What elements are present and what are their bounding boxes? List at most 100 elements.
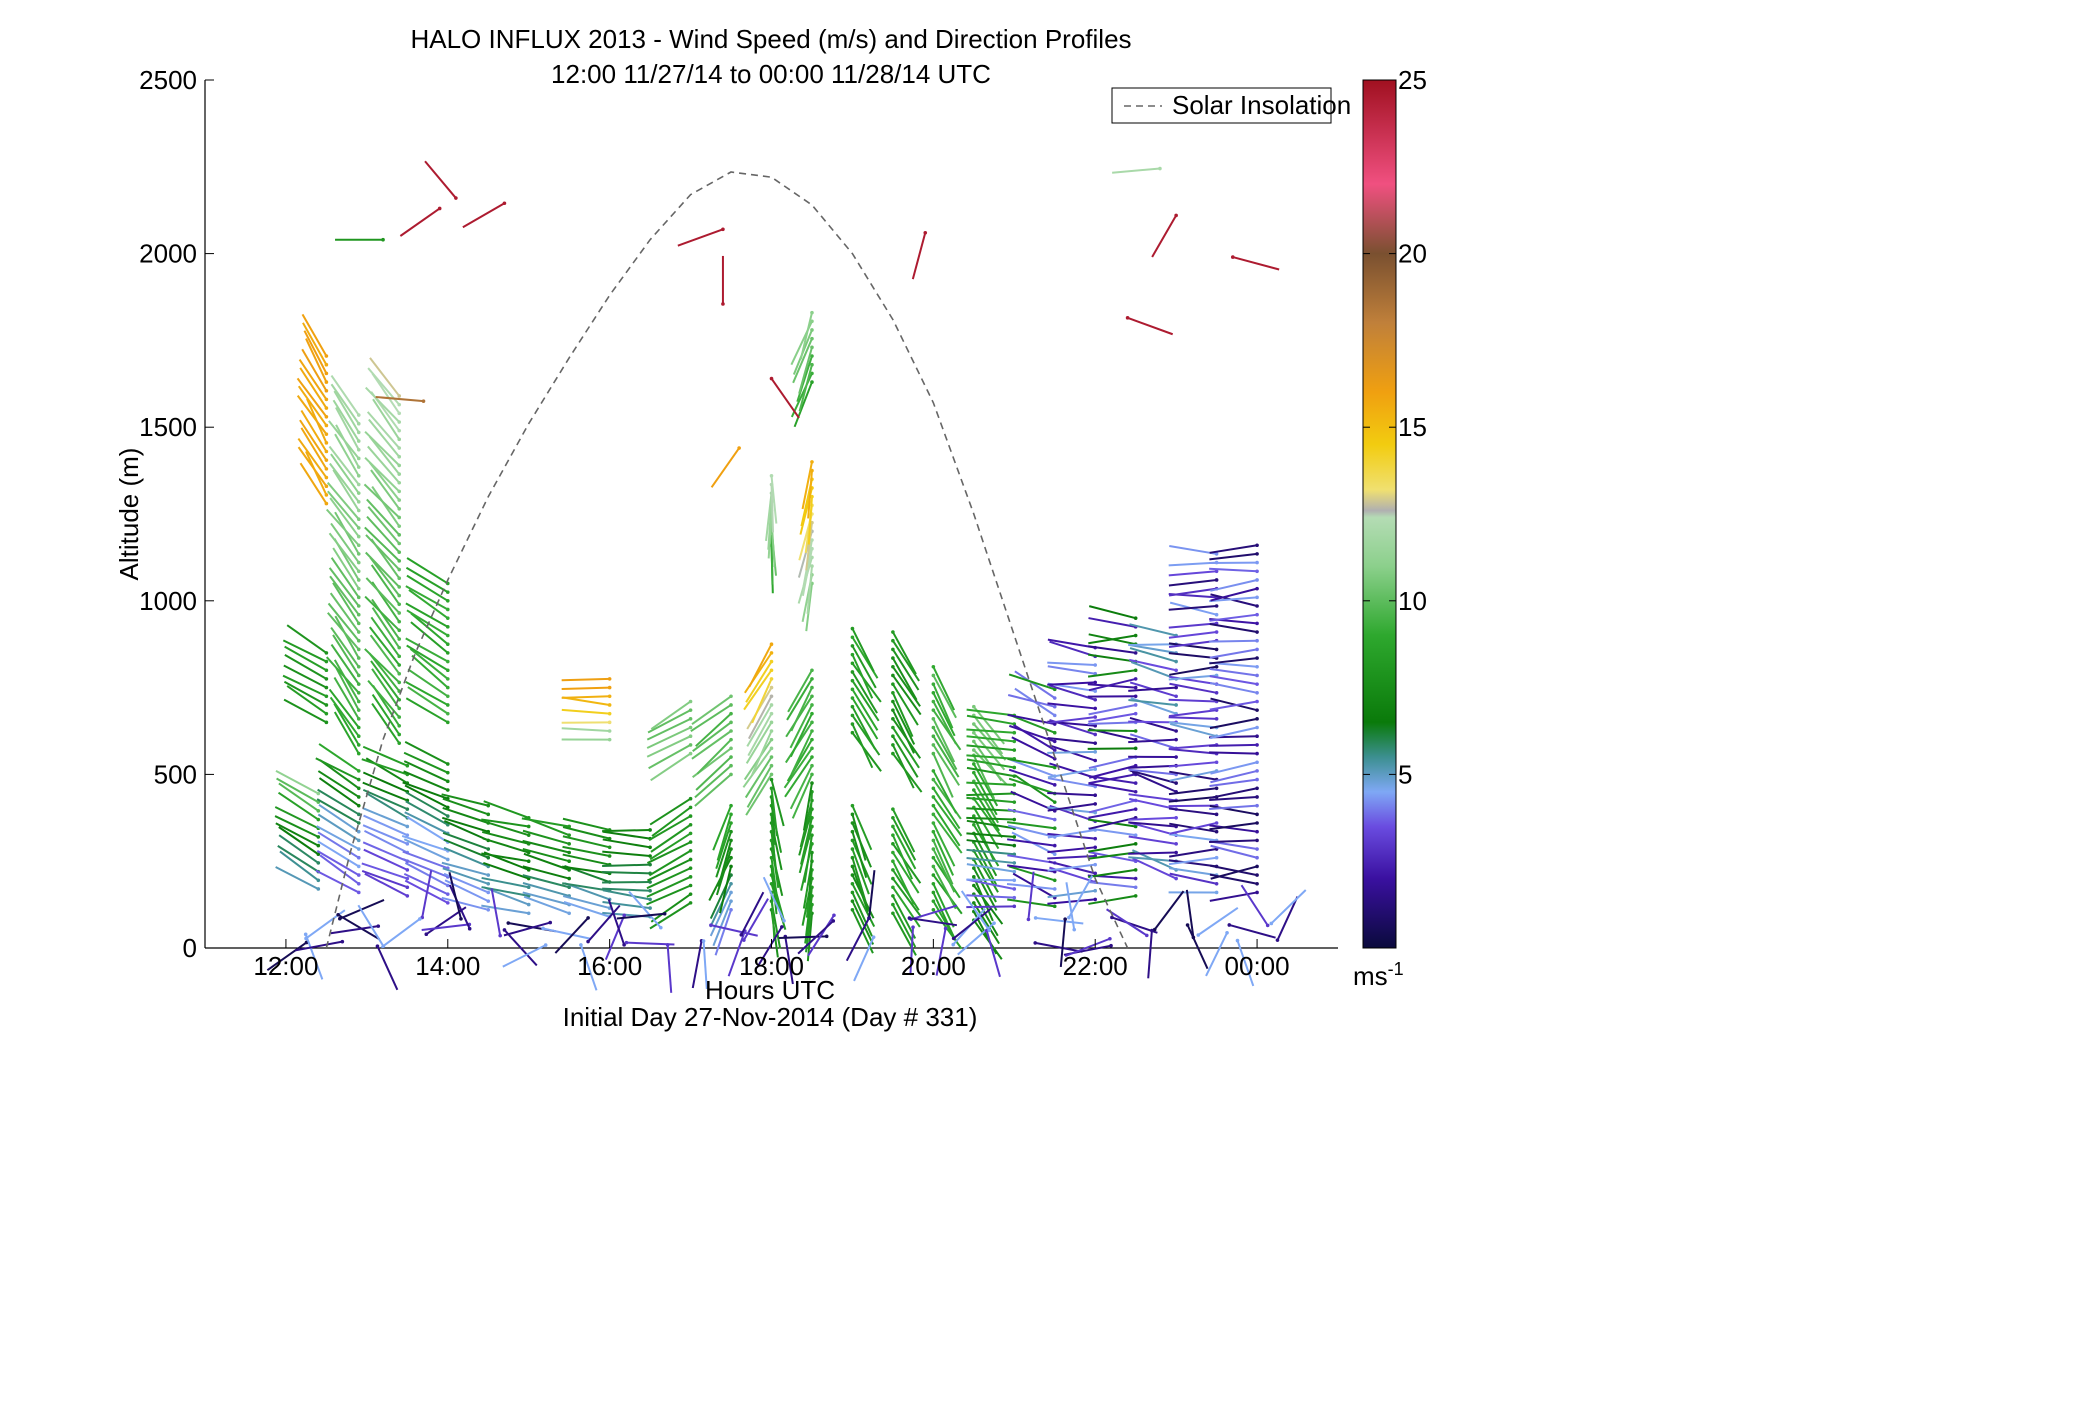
wind-vector <box>403 838 450 862</box>
wind-vector <box>284 645 329 673</box>
wind-vector <box>850 812 867 861</box>
wind-vector <box>786 677 814 721</box>
wind-vector <box>1047 736 1098 745</box>
wind-vector <box>328 567 361 608</box>
wind-vector <box>410 612 450 646</box>
wind-vector <box>361 869 410 890</box>
wind-vector <box>370 564 402 607</box>
wind-vector <box>375 395 426 403</box>
wind-vector <box>586 904 621 944</box>
wind-vector <box>1087 668 1138 678</box>
wind-vector <box>334 433 361 478</box>
wind-vector <box>1168 786 1219 796</box>
wind-vector <box>1209 647 1259 659</box>
wind-vector <box>371 485 402 528</box>
colorbar-unit: ms-1 <box>1353 959 1404 991</box>
wind-vector <box>1168 760 1219 768</box>
wind-vector <box>318 803 361 834</box>
wind-vector <box>602 828 652 833</box>
wind-vector <box>1047 832 1098 841</box>
wind-vector <box>335 237 385 242</box>
wind-vector <box>891 743 915 789</box>
wind-vector <box>329 696 361 739</box>
wind-vector <box>602 889 652 902</box>
wind-vector <box>796 354 814 403</box>
wind-vector <box>650 822 693 853</box>
wind-vector <box>1209 675 1259 686</box>
wind-vector <box>891 630 917 675</box>
wind-vector <box>931 734 960 778</box>
wind-vector <box>403 770 450 792</box>
wind-vector <box>1209 560 1259 565</box>
wind-vector <box>365 386 402 424</box>
wind-vector <box>1209 821 1259 831</box>
wind-vector <box>442 831 491 851</box>
wind-vector <box>911 230 928 280</box>
wind-vector <box>301 348 329 393</box>
wind-vector <box>602 862 652 867</box>
wind-vector <box>798 345 814 394</box>
wind-vector <box>935 926 948 976</box>
wind-vector <box>561 694 612 699</box>
wind-vector <box>712 899 733 947</box>
wind-vector <box>801 460 814 510</box>
wind-vector <box>1065 882 1077 932</box>
wind-vector <box>850 626 875 672</box>
wind-vector <box>282 674 329 699</box>
wind-vector <box>891 833 914 880</box>
wind-vector <box>691 694 733 726</box>
wind-vector <box>407 686 450 716</box>
wind-vector <box>366 515 402 554</box>
wind-vector <box>1131 771 1178 794</box>
wind-vector <box>972 704 1005 745</box>
wind-vector <box>327 490 361 530</box>
wind-vector <box>793 380 814 428</box>
wind-vector <box>966 781 1017 787</box>
wind-vector <box>690 703 733 733</box>
wind-vector <box>522 865 571 881</box>
wind-vector <box>850 652 874 699</box>
wind-vector <box>362 807 410 829</box>
wind-vector <box>972 788 1000 832</box>
wind-vector <box>482 820 531 837</box>
wind-vector <box>931 829 955 876</box>
wind-vector <box>1047 715 1098 724</box>
x-axis-sublabel: Initial Day 27-Nov-2014 (Day # 331) <box>563 1002 978 1032</box>
wind-vector <box>1209 543 1259 554</box>
wind-vector <box>798 362 814 412</box>
wind-vector <box>303 330 329 376</box>
wind-vector <box>361 758 410 777</box>
wind-vector <box>1128 835 1178 846</box>
wind-vector <box>1014 774 1057 804</box>
wind-vector <box>405 637 450 664</box>
wind-vector <box>1087 729 1138 733</box>
wind-vector <box>691 939 704 989</box>
y-tick-label: 2000 <box>139 239 197 269</box>
wind-vector <box>319 759 361 791</box>
wind-vector <box>931 786 961 830</box>
wind-vector <box>441 793 491 808</box>
wind-vector <box>330 557 361 600</box>
wind-vector <box>368 435 402 476</box>
wind-vector <box>931 751 954 798</box>
colorbar-gradient <box>1362 79 1397 949</box>
wind-vector <box>333 711 361 756</box>
wind-vector <box>1047 862 1098 872</box>
wind-vector <box>1169 872 1219 886</box>
wind-vector <box>364 430 402 468</box>
colorbar-unit-exponent: -1 <box>1388 959 1404 979</box>
wind-vector <box>562 696 612 707</box>
wind-vector <box>1185 889 1196 940</box>
wind-vector <box>739 891 765 937</box>
x-tick-label: 18:00 <box>739 951 804 981</box>
wind-vector <box>787 668 814 713</box>
wind-vector <box>1209 743 1259 747</box>
wind-vector <box>1210 844 1259 860</box>
colorbar-tick-label: 10 <box>1398 586 1427 616</box>
wind-vector <box>602 838 652 850</box>
wind-vector <box>332 634 361 678</box>
wind-vector <box>972 730 1006 771</box>
wind-vector <box>1106 908 1149 938</box>
y-axis-label: Altitude (m) <box>114 448 144 581</box>
wind-vector <box>1087 880 1138 890</box>
